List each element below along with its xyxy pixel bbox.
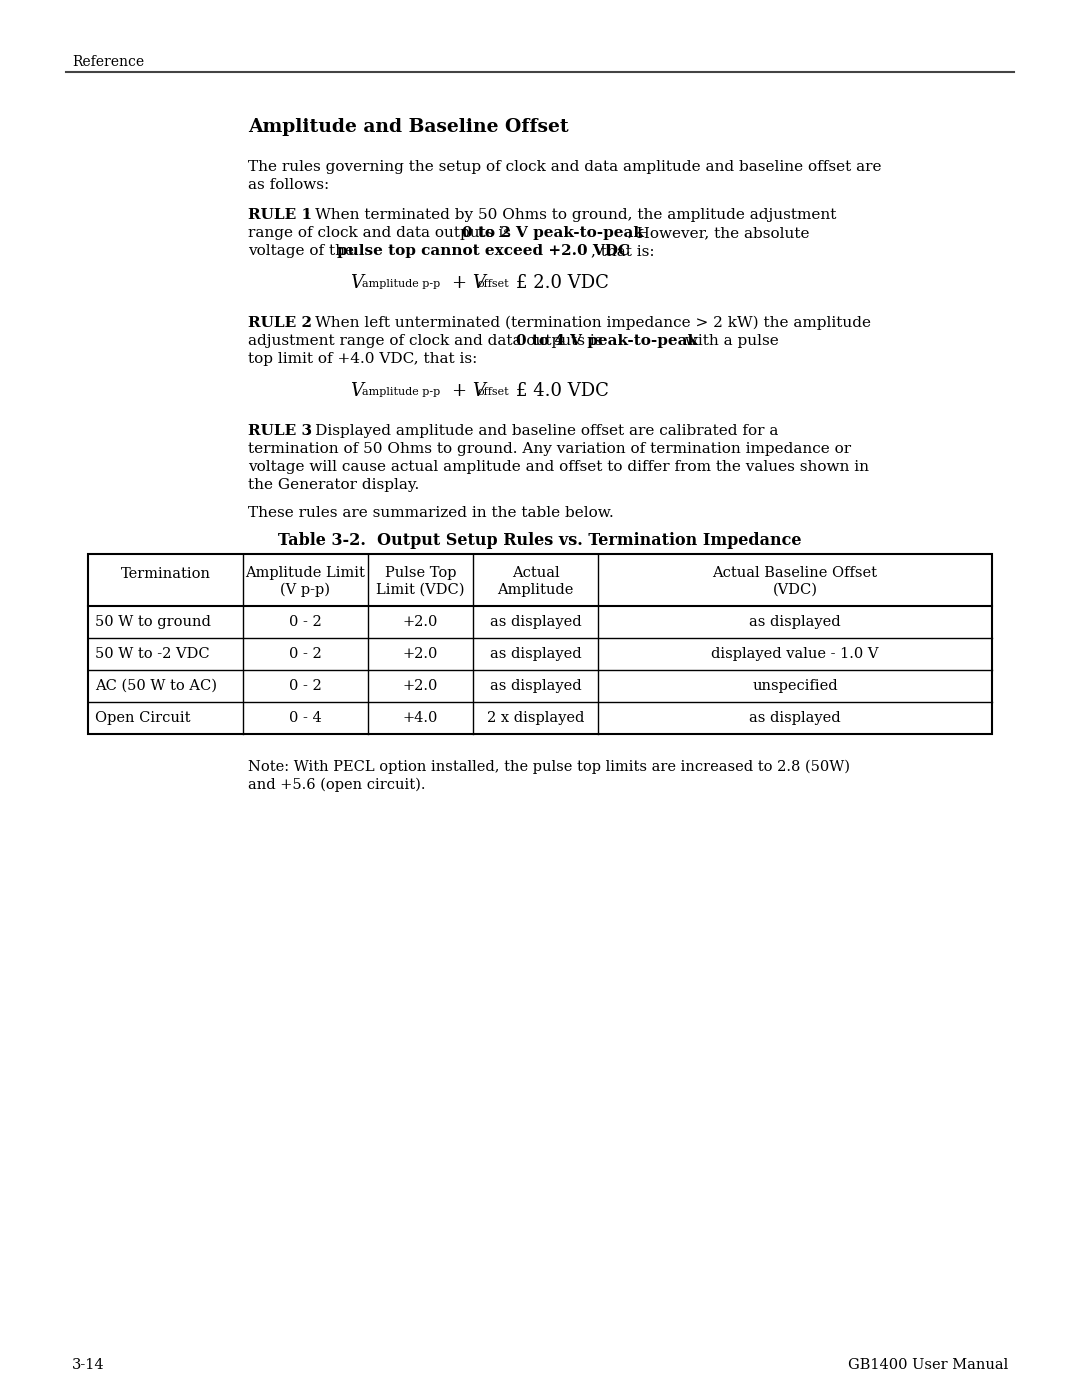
Text: Reference: Reference <box>72 54 144 68</box>
Text: Pulse Top: Pulse Top <box>384 566 456 580</box>
Text: +2.0: +2.0 <box>403 679 438 693</box>
Text: Limit (VDC): Limit (VDC) <box>376 583 464 597</box>
Text: 0 - 2: 0 - 2 <box>289 679 322 693</box>
Text: unspecified: unspecified <box>752 679 838 693</box>
Text: : When terminated by 50 Ohms to ground, the amplitude adjustment: : When terminated by 50 Ohms to ground, … <box>305 208 836 222</box>
Text: RULE 1: RULE 1 <box>248 208 312 222</box>
Text: as displayed: as displayed <box>489 615 581 629</box>
Text: 3-14: 3-14 <box>72 1358 105 1372</box>
Text: offset: offset <box>478 279 510 289</box>
Text: top limit of +4.0 VDC, that is:: top limit of +4.0 VDC, that is: <box>248 352 477 366</box>
Text: 2 x displayed: 2 x displayed <box>487 711 584 725</box>
Text: 50 W to -2 VDC: 50 W to -2 VDC <box>95 647 210 661</box>
Text: +2.0: +2.0 <box>403 615 438 629</box>
Text: These rules are summarized in the table below.: These rules are summarized in the table … <box>248 506 613 520</box>
Text: , that is:: , that is: <box>591 244 654 258</box>
Text: as displayed: as displayed <box>489 647 581 661</box>
Text: 0 to 2 V peak-to-peak: 0 to 2 V peak-to-peak <box>462 226 644 240</box>
Text: pulse top cannot exceed +2.0 VDC: pulse top cannot exceed +2.0 VDC <box>337 244 630 258</box>
Text: range of clock and data outputs is: range of clock and data outputs is <box>248 226 516 240</box>
Text: 50 W to ground: 50 W to ground <box>95 615 211 629</box>
Text: AC (50 W to AC): AC (50 W to AC) <box>95 679 217 693</box>
Text: RULE 3: RULE 3 <box>248 425 312 439</box>
Text: Note: With PECL option installed, the pulse top limits are increased to 2.8 (50W: Note: With PECL option installed, the pu… <box>248 760 850 774</box>
Text: as displayed: as displayed <box>750 711 841 725</box>
Text: The rules governing the setup of clock and data amplitude and baseline offset ar: The rules governing the setup of clock a… <box>248 161 881 175</box>
Text: Table 3-2.  Output Setup Rules vs. Termination Impedance: Table 3-2. Output Setup Rules vs. Termin… <box>279 532 801 549</box>
Text: voltage of the: voltage of the <box>248 244 359 258</box>
Text: 0 - 2: 0 - 2 <box>289 647 322 661</box>
Text: Actual: Actual <box>512 566 559 580</box>
Text: amplitude p-p: amplitude p-p <box>362 387 441 397</box>
Text: Actual Baseline Offset: Actual Baseline Offset <box>713 566 877 580</box>
Text: displayed value - 1.0 V: displayed value - 1.0 V <box>712 647 879 661</box>
Text: Amplitude and Baseline Offset: Amplitude and Baseline Offset <box>248 117 569 136</box>
Text: 0 - 2: 0 - 2 <box>289 615 322 629</box>
Text: as follows:: as follows: <box>248 177 329 191</box>
Text: V: V <box>350 274 363 292</box>
Text: 0 to 4 V peak-to-peak: 0 to 4 V peak-to-peak <box>516 334 698 348</box>
Text: (V p-p): (V p-p) <box>281 583 330 598</box>
Text: RULE 2: RULE 2 <box>248 316 312 330</box>
Text: Termination: Termination <box>121 567 211 581</box>
Text: Amplitude: Amplitude <box>497 583 573 597</box>
Text: + V: + V <box>453 274 486 292</box>
Text: : Displayed amplitude and baseline offset are calibrated for a: : Displayed amplitude and baseline offse… <box>305 425 779 439</box>
Bar <box>87 555 993 733</box>
Text: Open Circuit: Open Circuit <box>95 711 190 725</box>
Text: : When left unterminated (termination impedance > 2 kW) the amplitude: : When left unterminated (termination im… <box>305 316 870 331</box>
Text: termination of 50 Ohms to ground. Any variation of termination impedance or: termination of 50 Ohms to ground. Any va… <box>248 441 851 455</box>
Text: +4.0: +4.0 <box>403 711 438 725</box>
Text: + V: + V <box>453 381 486 400</box>
Text: (VDC): (VDC) <box>772 583 818 597</box>
Text: GB1400 User Manual: GB1400 User Manual <box>848 1358 1008 1372</box>
Text: £ 4.0 VDC: £ 4.0 VDC <box>516 381 609 400</box>
Text: and +5.6 (open circuit).: and +5.6 (open circuit). <box>248 778 426 792</box>
Text: with a pulse: with a pulse <box>680 334 779 348</box>
Text: Amplitude Limit: Amplitude Limit <box>245 566 365 580</box>
Text: amplitude p-p: amplitude p-p <box>362 279 441 289</box>
Text: +2.0: +2.0 <box>403 647 438 661</box>
Text: as displayed: as displayed <box>750 615 841 629</box>
Text: adjustment range of clock and data outputs is: adjustment range of clock and data outpu… <box>248 334 607 348</box>
Text: . However, the absolute: . However, the absolute <box>627 226 810 240</box>
Text: offset: offset <box>478 387 510 397</box>
Text: V: V <box>350 381 363 400</box>
Text: as displayed: as displayed <box>489 679 581 693</box>
Text: voltage will cause actual amplitude and offset to differ from the values shown i: voltage will cause actual amplitude and … <box>248 460 869 474</box>
Text: £ 2.0 VDC: £ 2.0 VDC <box>516 274 609 292</box>
Text: 0 - 4: 0 - 4 <box>289 711 322 725</box>
Text: the Generator display.: the Generator display. <box>248 478 419 492</box>
